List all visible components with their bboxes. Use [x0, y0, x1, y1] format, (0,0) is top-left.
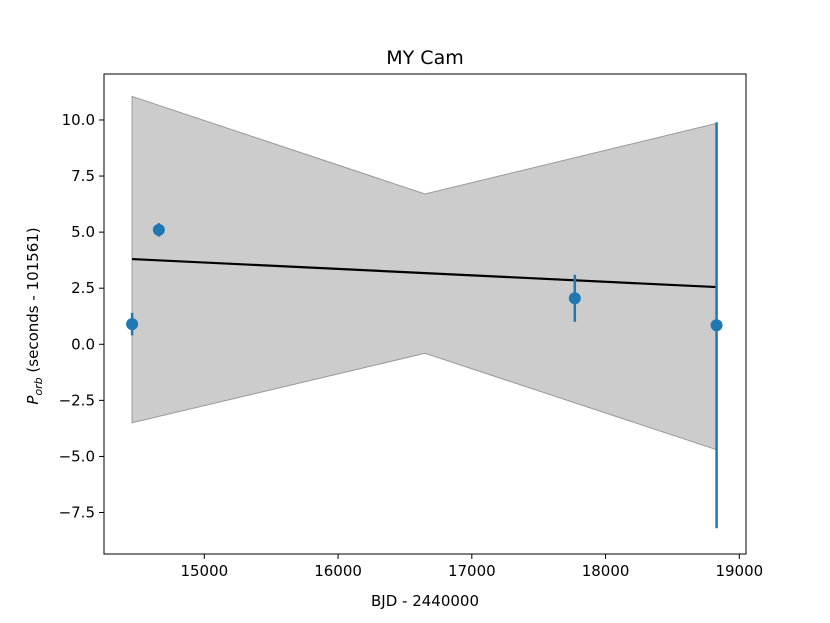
y-tick-label: −5.0 — [59, 447, 95, 465]
y-axis-label: Porb (seconds - 101561) — [24, 227, 45, 404]
y-tick-label: 2.5 — [71, 279, 95, 297]
y-tick-label: 7.5 — [71, 167, 95, 185]
data-point-1 — [126, 318, 139, 331]
data-points-layer — [126, 122, 723, 529]
x-tick-label: 15000 — [180, 562, 228, 580]
data-point-2 — [152, 223, 165, 236]
x-tick-label: 16000 — [314, 562, 362, 580]
data-point-4 — [710, 319, 723, 332]
y-tick-label: 0.0 — [71, 335, 95, 353]
x-tick-label: 19000 — [715, 562, 763, 580]
y-tick-label: 10.0 — [62, 111, 95, 129]
x-tick-label: 18000 — [582, 562, 630, 580]
data-point-3 — [568, 292, 581, 305]
chart-title: MY Cam — [386, 47, 463, 69]
y-tick-label: −7.5 — [59, 504, 95, 522]
y-axis-ticks: −7.5 −5.0 −2.5 0.0 2.5 5.0 7.5 10.0 — [59, 111, 104, 522]
y-tick-label: 5.0 — [71, 223, 95, 241]
x-axis-label: BJD - 2440000 — [371, 592, 479, 610]
fit-line-layer — [132, 257, 717, 289]
fit-line — [132, 257, 717, 289]
x-tick-label: 17000 — [448, 562, 496, 580]
plot-frame — [103, 73, 747, 555]
y-tick-label: −2.5 — [59, 391, 95, 409]
x-axis-ticks: 15000 16000 17000 18000 19000 — [180, 554, 763, 580]
